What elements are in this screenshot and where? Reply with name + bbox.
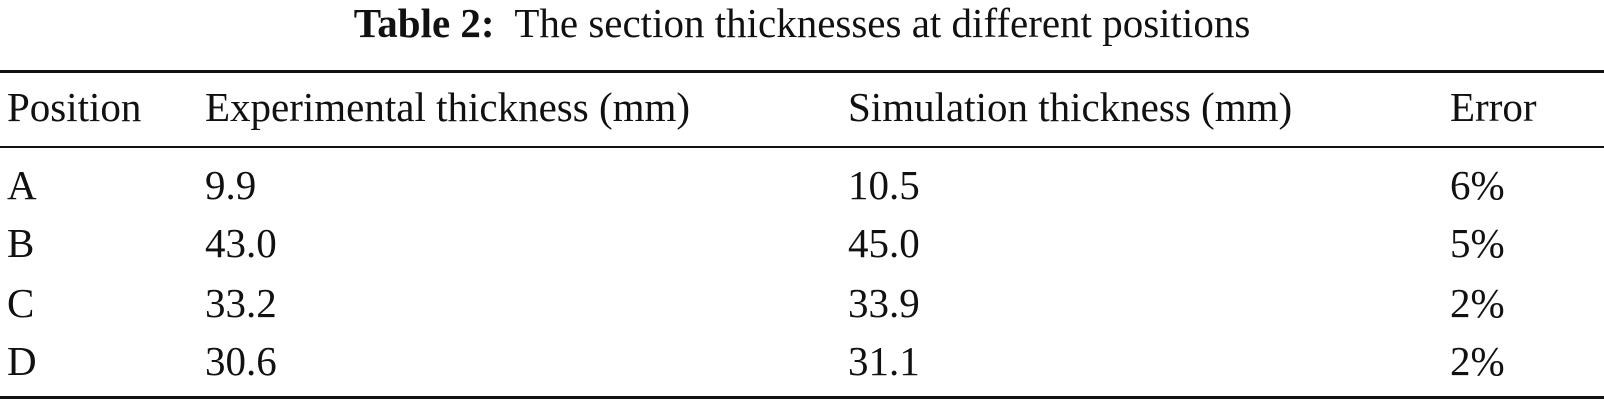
cell-experimental-thickness: 30.6	[205, 338, 277, 384]
header-position: Position	[7, 84, 142, 130]
cell-error: 6%	[1450, 162, 1505, 208]
cell-experimental-thickness: 43.0	[205, 220, 277, 266]
cell-simulation-thickness: 45.0	[848, 220, 920, 266]
cell-position: A	[7, 162, 37, 208]
cell-position: B	[7, 220, 35, 266]
table-caption: Table 2: The section thicknesses at diff…	[0, 0, 1604, 50]
caption-label: Table 2:	[353, 0, 495, 46]
cell-position: D	[7, 338, 37, 384]
cell-error: 2%	[1450, 280, 1505, 326]
header-experimental-thickness: Experimental thickness (mm)	[205, 84, 691, 130]
cell-experimental-thickness: 33.2	[205, 280, 277, 326]
header-simulation-thickness: Simulation thickness (mm)	[848, 84, 1293, 130]
caption-text: The section thicknesses at different pos…	[514, 0, 1251, 46]
cell-experimental-thickness: 9.9	[205, 162, 257, 208]
table-header-rule	[0, 146, 1604, 148]
cell-error: 5%	[1450, 220, 1505, 266]
cell-simulation-thickness: 31.1	[848, 338, 920, 384]
cell-position: C	[7, 280, 35, 326]
cell-simulation-thickness: 33.9	[848, 280, 920, 326]
table-top-rule	[0, 70, 1604, 73]
cell-error: 2%	[1450, 338, 1505, 384]
cell-simulation-thickness: 10.5	[848, 162, 920, 208]
header-error: Error	[1450, 84, 1537, 130]
table-bottom-rule	[0, 396, 1604, 399]
